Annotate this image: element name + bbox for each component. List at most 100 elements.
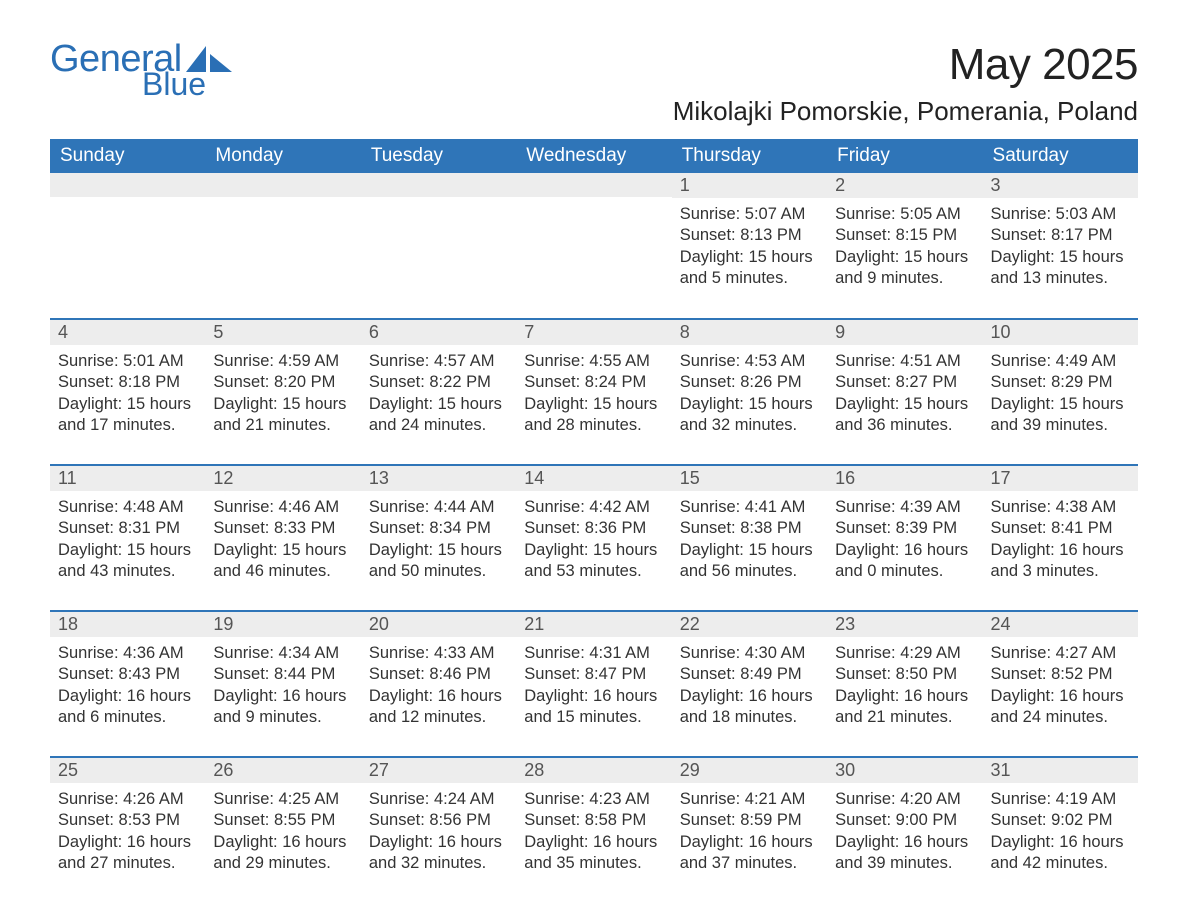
sunset-text: Sunset: 8:27 PM [835,372,974,393]
sunset-text: Sunset: 8:43 PM [58,664,197,685]
calendar-day-cell [205,173,360,319]
calendar-day-cell: 14Sunrise: 4:42 AMSunset: 8:36 PMDayligh… [516,465,671,611]
daylight-text: Daylight: 15 hours and 5 minutes. [680,247,819,290]
day-number: 13 [361,466,516,491]
sunrise-text: Sunrise: 5:03 AM [991,204,1130,225]
daylight-text: Daylight: 15 hours and 36 minutes. [835,394,974,437]
daylight-text: Daylight: 16 hours and 32 minutes. [369,832,508,875]
day-number: 27 [361,758,516,783]
sunset-text: Sunset: 8:53 PM [58,810,197,831]
day-details: Sunrise: 4:25 AMSunset: 8:55 PMDaylight:… [205,783,360,879]
day-details: Sunrise: 4:41 AMSunset: 8:38 PMDaylight:… [672,491,827,587]
sunrise-text: Sunrise: 5:01 AM [58,351,197,372]
day-number: 12 [205,466,360,491]
day-details: Sunrise: 4:33 AMSunset: 8:46 PMDaylight:… [361,637,516,733]
daylight-text: Daylight: 16 hours and 18 minutes. [680,686,819,729]
daylight-text: Daylight: 16 hours and 12 minutes. [369,686,508,729]
day-details: Sunrise: 5:03 AMSunset: 8:17 PMDaylight:… [983,198,1138,294]
day-details: Sunrise: 4:24 AMSunset: 8:56 PMDaylight:… [361,783,516,879]
calendar-day-cell: 26Sunrise: 4:25 AMSunset: 8:55 PMDayligh… [205,757,360,903]
calendar-day-cell: 8Sunrise: 4:53 AMSunset: 8:26 PMDaylight… [672,319,827,465]
calendar-day-cell: 19Sunrise: 4:34 AMSunset: 8:44 PMDayligh… [205,611,360,757]
sunrise-text: Sunrise: 4:29 AM [835,643,974,664]
day-number: 20 [361,612,516,637]
day-number: 19 [205,612,360,637]
calendar-day-cell [516,173,671,319]
daylight-text: Daylight: 15 hours and 56 minutes. [680,540,819,583]
day-number: 18 [50,612,205,637]
day-number-empty [205,173,360,197]
calendar-day-cell: 17Sunrise: 4:38 AMSunset: 8:41 PMDayligh… [983,465,1138,611]
day-number: 7 [516,320,671,345]
day-details: Sunrise: 4:29 AMSunset: 8:50 PMDaylight:… [827,637,982,733]
day-number: 16 [827,466,982,491]
calendar-day-cell: 5Sunrise: 4:59 AMSunset: 8:20 PMDaylight… [205,319,360,465]
calendar-day-cell: 13Sunrise: 4:44 AMSunset: 8:34 PMDayligh… [361,465,516,611]
day-number: 22 [672,612,827,637]
calendar-week-row: 18Sunrise: 4:36 AMSunset: 8:43 PMDayligh… [50,611,1138,757]
day-details: Sunrise: 4:30 AMSunset: 8:49 PMDaylight:… [672,637,827,733]
daylight-text: Daylight: 15 hours and 21 minutes. [213,394,352,437]
day-details: Sunrise: 4:19 AMSunset: 9:02 PMDaylight:… [983,783,1138,879]
sunrise-text: Sunrise: 4:24 AM [369,789,508,810]
location-text: Mikolajki Pomorskie, Pomerania, Poland [673,96,1138,127]
day-details: Sunrise: 4:26 AMSunset: 8:53 PMDaylight:… [50,783,205,879]
sunset-text: Sunset: 8:50 PM [835,664,974,685]
weekday-header: Sunday [50,139,205,173]
sunset-text: Sunset: 8:17 PM [991,225,1130,246]
sunset-text: Sunset: 8:31 PM [58,518,197,539]
page-title: May 2025 [673,40,1138,90]
daylight-text: Daylight: 16 hours and 37 minutes. [680,832,819,875]
daylight-text: Daylight: 15 hours and 53 minutes. [524,540,663,583]
calendar-day-cell: 23Sunrise: 4:29 AMSunset: 8:50 PMDayligh… [827,611,982,757]
day-number: 24 [983,612,1138,637]
sunset-text: Sunset: 8:22 PM [369,372,508,393]
sunrise-text: Sunrise: 4:20 AM [835,789,974,810]
sunrise-text: Sunrise: 4:33 AM [369,643,508,664]
day-details: Sunrise: 4:44 AMSunset: 8:34 PMDaylight:… [361,491,516,587]
day-details: Sunrise: 4:21 AMSunset: 8:59 PMDaylight:… [672,783,827,879]
daylight-text: Daylight: 16 hours and 42 minutes. [991,832,1130,875]
day-details: Sunrise: 5:07 AMSunset: 8:13 PMDaylight:… [672,198,827,294]
day-number-empty [516,173,671,197]
sunset-text: Sunset: 8:20 PM [213,372,352,393]
day-number: 3 [983,173,1138,198]
day-number: 1 [672,173,827,198]
calendar-day-cell [361,173,516,319]
day-details: Sunrise: 4:23 AMSunset: 8:58 PMDaylight:… [516,783,671,879]
calendar-day-cell: 20Sunrise: 4:33 AMSunset: 8:46 PMDayligh… [361,611,516,757]
daylight-text: Daylight: 16 hours and 29 minutes. [213,832,352,875]
logo-word-blue: Blue [142,68,232,100]
calendar-day-cell: 22Sunrise: 4:30 AMSunset: 8:49 PMDayligh… [672,611,827,757]
calendar-day-cell: 3Sunrise: 5:03 AMSunset: 8:17 PMDaylight… [983,173,1138,319]
day-number: 31 [983,758,1138,783]
calendar-day-cell: 24Sunrise: 4:27 AMSunset: 8:52 PMDayligh… [983,611,1138,757]
weekday-header: Wednesday [516,139,671,173]
sunset-text: Sunset: 8:56 PM [369,810,508,831]
sunrise-text: Sunrise: 4:21 AM [680,789,819,810]
calendar-day-cell: 29Sunrise: 4:21 AMSunset: 8:59 PMDayligh… [672,757,827,903]
day-number: 14 [516,466,671,491]
day-number: 4 [50,320,205,345]
day-number: 21 [516,612,671,637]
day-details: Sunrise: 4:42 AMSunset: 8:36 PMDaylight:… [516,491,671,587]
sunset-text: Sunset: 8:47 PM [524,664,663,685]
day-details: Sunrise: 5:05 AMSunset: 8:15 PMDaylight:… [827,198,982,294]
calendar-header: SundayMondayTuesdayWednesdayThursdayFrid… [50,139,1138,173]
sunset-text: Sunset: 8:44 PM [213,664,352,685]
daylight-text: Daylight: 15 hours and 32 minutes. [680,394,819,437]
sunset-text: Sunset: 8:26 PM [680,372,819,393]
calendar-day-cell: 6Sunrise: 4:57 AMSunset: 8:22 PMDaylight… [361,319,516,465]
day-details: Sunrise: 4:46 AMSunset: 8:33 PMDaylight:… [205,491,360,587]
calendar-day-cell: 1Sunrise: 5:07 AMSunset: 8:13 PMDaylight… [672,173,827,319]
calendar-week-row: 4Sunrise: 5:01 AMSunset: 8:18 PMDaylight… [50,319,1138,465]
day-number: 28 [516,758,671,783]
sunrise-text: Sunrise: 4:30 AM [680,643,819,664]
day-number: 9 [827,320,982,345]
logo: General Blue [50,40,232,100]
calendar-day-cell: 31Sunrise: 4:19 AMSunset: 9:02 PMDayligh… [983,757,1138,903]
calendar-body: 1Sunrise: 5:07 AMSunset: 8:13 PMDaylight… [50,173,1138,903]
sunset-text: Sunset: 8:24 PM [524,372,663,393]
calendar-day-cell: 9Sunrise: 4:51 AMSunset: 8:27 PMDaylight… [827,319,982,465]
header: General Blue May 2025 Mikolajki Pomorski… [50,40,1138,127]
